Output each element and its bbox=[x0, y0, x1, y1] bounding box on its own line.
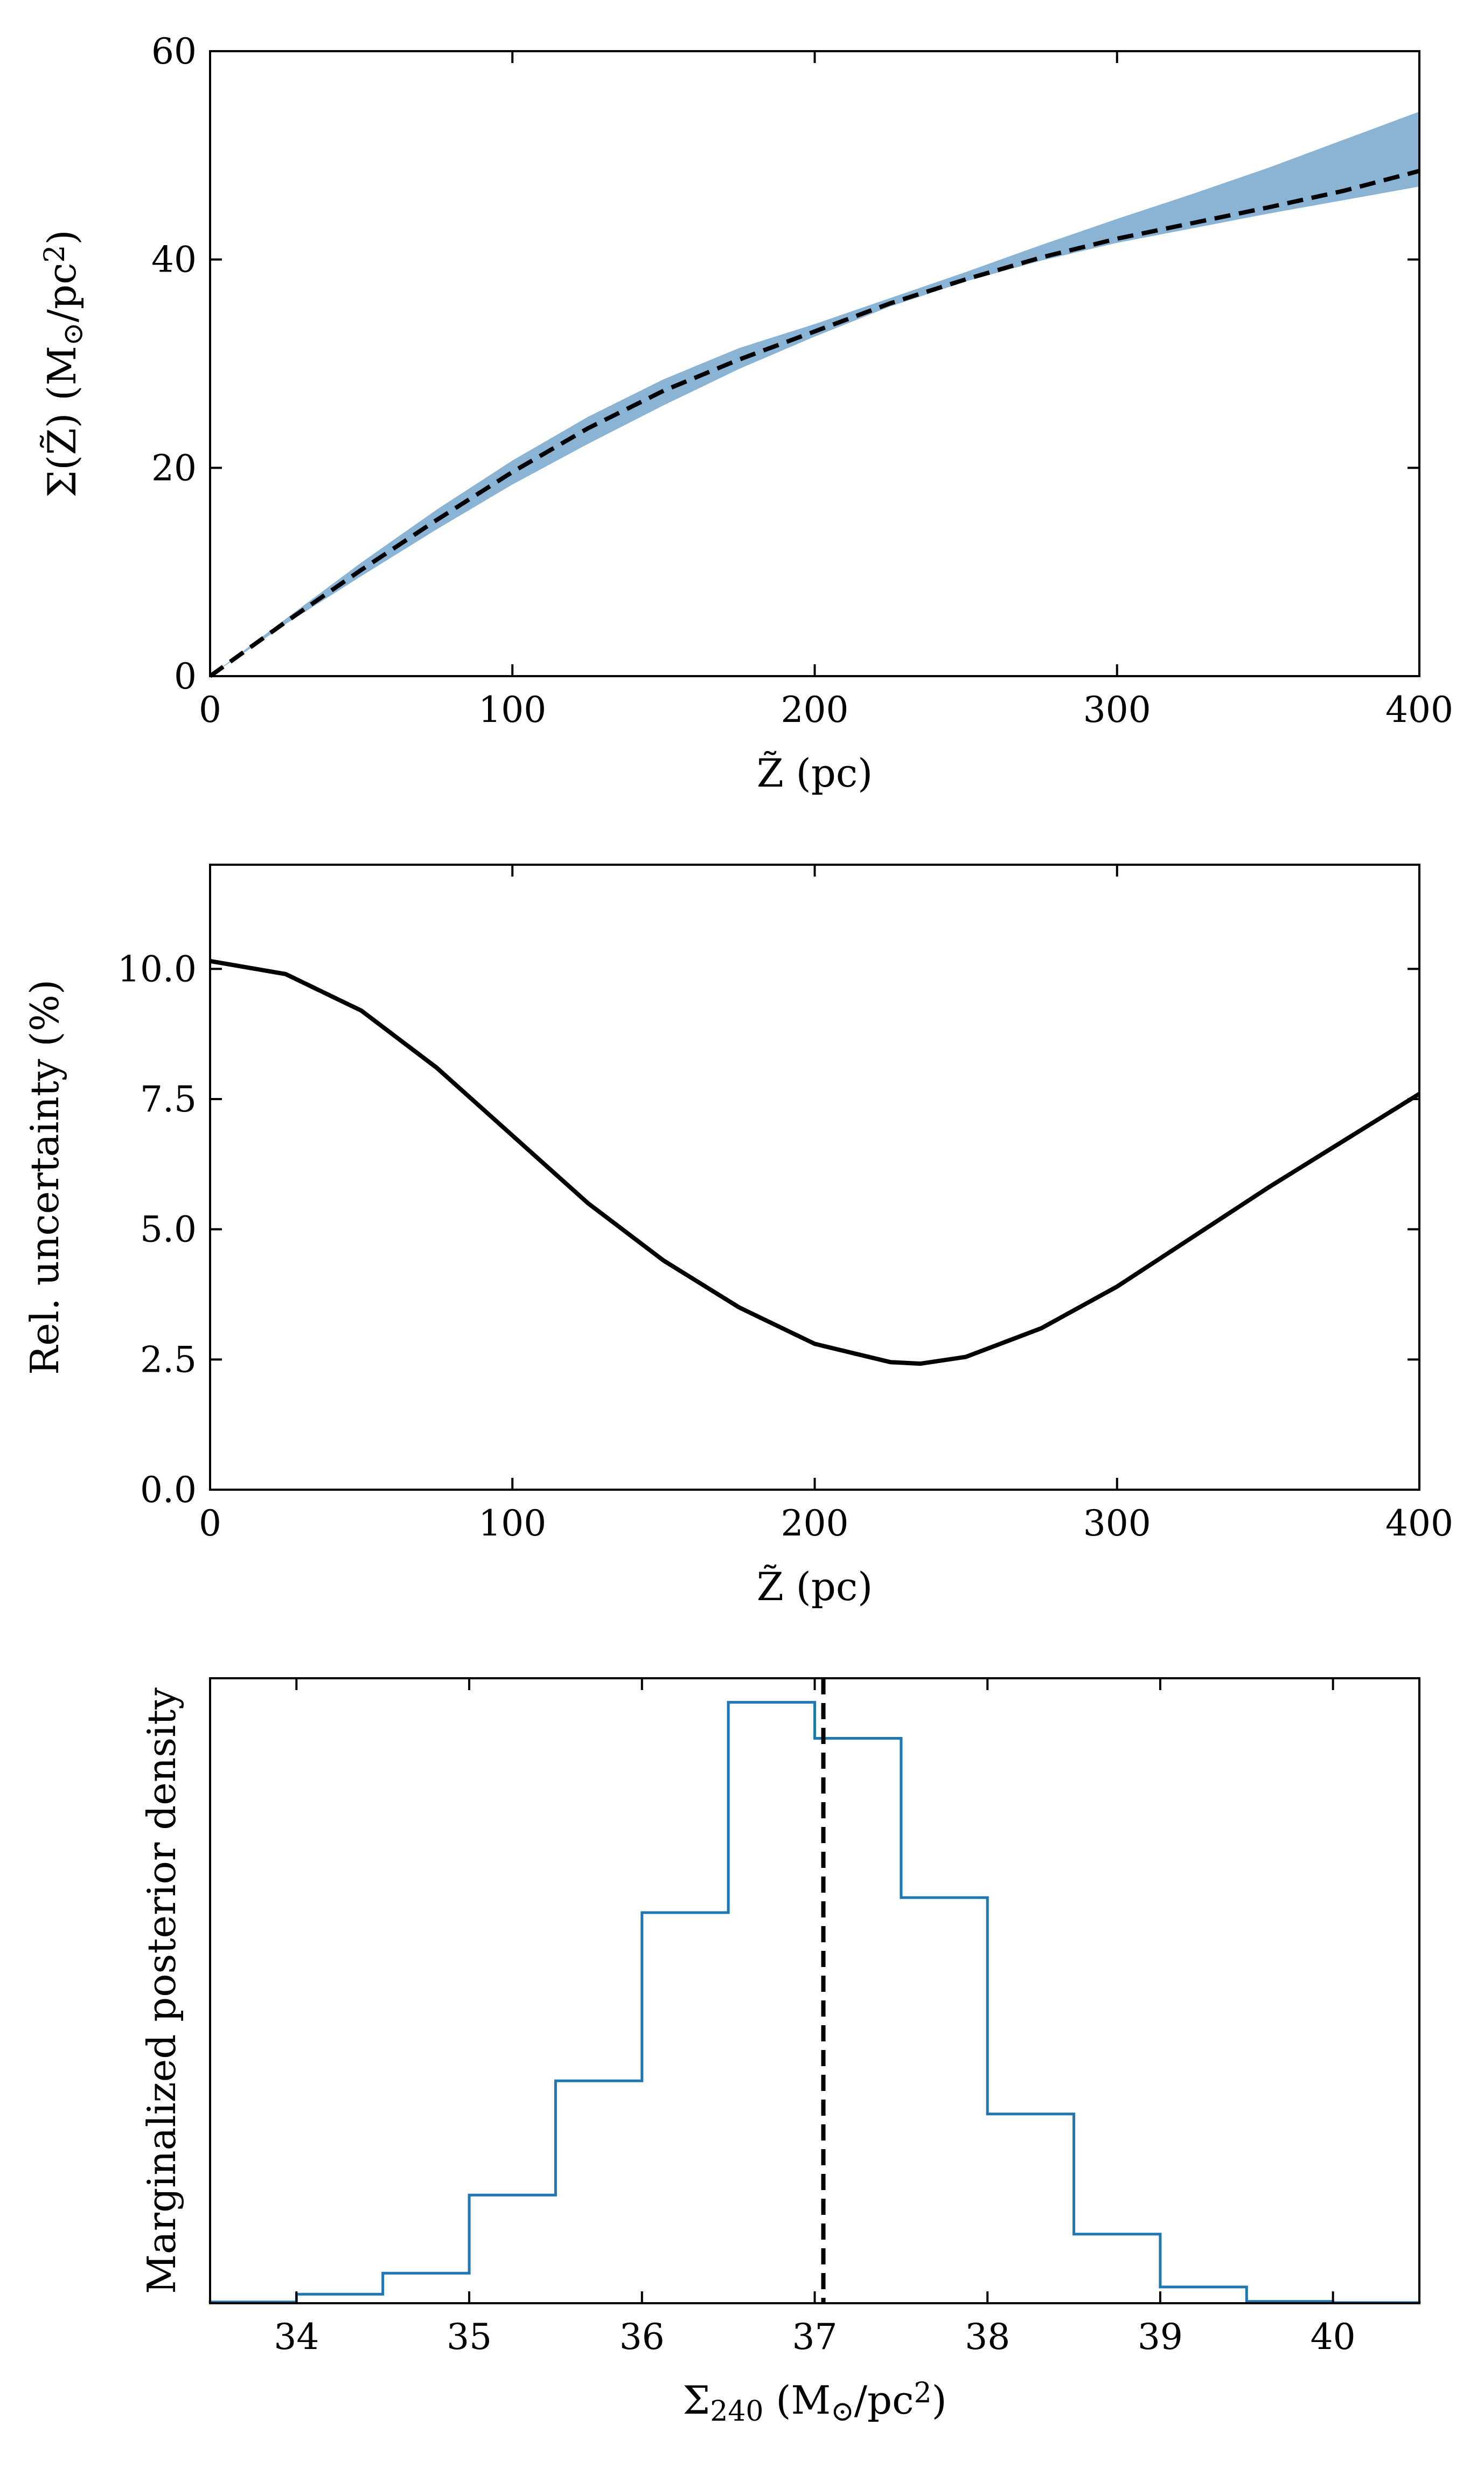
uncertainty-line bbox=[210, 958, 1421, 1366]
y-tick-label: 60 bbox=[151, 31, 197, 72]
x-tick-label: 38 bbox=[965, 2316, 1010, 2358]
x-tick-label: 100 bbox=[478, 1503, 546, 1544]
x-tick-label: 200 bbox=[781, 1503, 849, 1544]
x-tick-label: 200 bbox=[781, 689, 849, 731]
y-axis-label: Marginalized posterior density bbox=[139, 1687, 184, 2294]
x-tick-label: 39 bbox=[1138, 2316, 1183, 2358]
x-tick-label: 300 bbox=[1083, 689, 1151, 731]
panel-top: 0 100 200 300 400 0 20 40 60 Z̃ (pc) Σ(Z̃) (M⊙/pc2… bbox=[39, 31, 1453, 796]
x-axis-label: Z̃ (pc) bbox=[757, 750, 873, 796]
x-tick-label: 36 bbox=[619, 2316, 665, 2358]
y-tick-label: 40 bbox=[151, 239, 197, 281]
x-axis-label: Σ240 (M⊙/pc2) bbox=[682, 2377, 946, 2428]
y-tick-label: 20 bbox=[151, 447, 197, 489]
x-tick-label: 300 bbox=[1083, 1503, 1151, 1544]
x-tick-label: 37 bbox=[792, 2316, 838, 2358]
panel-bottom: 34 35 36 37 38 39 40 Σ240 (M⊙/pc2) Marginalized … bbox=[139, 1677, 1421, 2428]
y-tick-label: 10.0 bbox=[117, 948, 197, 990]
x-tick-label: 40 bbox=[1311, 2316, 1356, 2358]
x-tick-label: 400 bbox=[1385, 1503, 1453, 1544]
histogram-step bbox=[208, 1701, 1421, 2304]
panel-middle: 0 100 200 300 400 0.0 2.5 5.0 7.5 10.0 Z̃ (pc) Rel.… bbox=[22, 864, 1453, 1609]
y-tick-label: 2.5 bbox=[140, 1339, 197, 1380]
axes-frame bbox=[209, 50, 1420, 677]
x-tick-label: 400 bbox=[1385, 689, 1453, 731]
x-tick-label: 100 bbox=[478, 689, 546, 731]
y-tick-label: 0.0 bbox=[140, 1469, 197, 1511]
axes-frame bbox=[209, 864, 1420, 1491]
y-tick-label: 5.0 bbox=[140, 1209, 197, 1250]
x-tick-label: 35 bbox=[447, 2316, 492, 2358]
x-tick-label: 0 bbox=[199, 689, 221, 731]
y-axis-label: Rel. uncertainty (%) bbox=[22, 979, 67, 1375]
x-tick-label: 34 bbox=[274, 2316, 319, 2358]
axes-frame bbox=[209, 1677, 1420, 2304]
x-axis-label: Z̃ (pc) bbox=[757, 1564, 873, 1609]
median-line bbox=[208, 169, 1420, 678]
uncertainty-band bbox=[210, 112, 1419, 677]
y-tick-label: 7.5 bbox=[140, 1079, 197, 1120]
x-tick-label: 0 bbox=[199, 1503, 221, 1544]
y-tick-label: 0 bbox=[174, 656, 197, 697]
y-axis-label: Σ(Z̃) (M⊙/pc2) bbox=[39, 230, 89, 497]
